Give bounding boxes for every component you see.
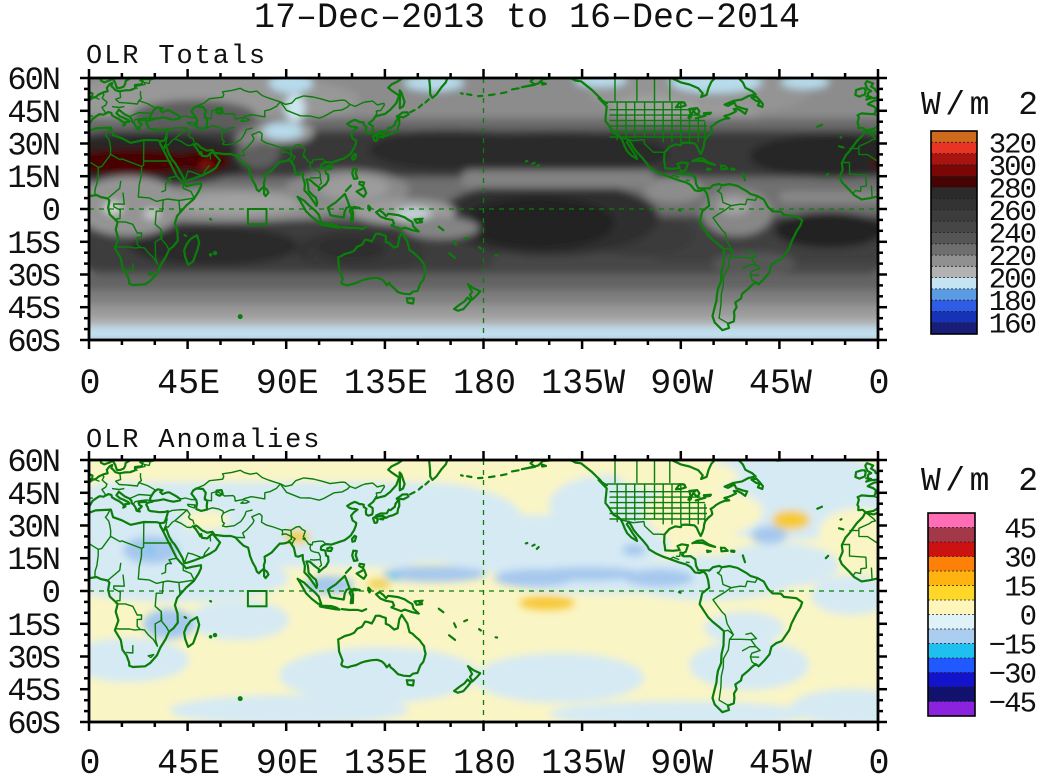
svg-text:0: 0 (42, 575, 60, 612)
svg-text:0: 0 (868, 744, 889, 776)
svg-text:15N: 15N (7, 542, 59, 579)
svg-text:135W: 135W (541, 364, 625, 404)
svg-text:90W: 90W (650, 744, 713, 776)
svg-text:135E: 135E (344, 744, 428, 776)
svg-text:W/m 2: W/m 2 (921, 87, 1037, 124)
svg-text:OLR Totals: OLR Totals (86, 42, 267, 72)
svg-text:180: 180 (453, 364, 516, 404)
svg-text:200: 200 (989, 264, 1036, 297)
svg-text:45N: 45N (7, 477, 59, 514)
svg-text:OLR Anomalies: OLR Anomalies (86, 426, 321, 456)
svg-text:90E: 90E (256, 364, 319, 404)
svg-text:300: 300 (989, 151, 1036, 184)
svg-text:17–Dec–2013 to 16–Dec–2014: 17–Dec–2013 to 16–Dec–2014 (254, 0, 800, 38)
svg-text:60N: 60N (7, 62, 59, 99)
svg-text:160: 160 (989, 309, 1036, 342)
svg-text:45S: 45S (7, 673, 59, 710)
svg-text:260: 260 (989, 196, 1036, 229)
svg-text:30S: 30S (7, 259, 59, 296)
svg-text:320: 320 (989, 128, 1036, 161)
svg-text:0: 0 (79, 364, 100, 404)
svg-text:30S: 30S (7, 641, 59, 678)
svg-text:−30: −30 (989, 659, 1036, 692)
svg-text:240: 240 (989, 219, 1036, 252)
svg-text:90E: 90E (256, 744, 319, 776)
svg-text:W/m 2: W/m 2 (921, 463, 1037, 500)
svg-text:45W: 45W (749, 744, 812, 776)
svg-text:60N: 60N (7, 444, 59, 481)
svg-text:30N: 30N (7, 510, 59, 547)
svg-text:−15: −15 (989, 630, 1036, 663)
svg-text:135W: 135W (541, 744, 625, 776)
svg-text:−45: −45 (989, 688, 1036, 721)
svg-text:60S: 60S (7, 706, 59, 743)
svg-text:15S: 15S (7, 608, 59, 645)
svg-text:0: 0 (79, 744, 100, 776)
svg-text:15: 15 (1004, 572, 1035, 605)
svg-text:90W: 90W (650, 364, 713, 404)
svg-text:180: 180 (453, 744, 516, 776)
svg-text:280: 280 (989, 173, 1036, 206)
svg-text:220: 220 (989, 241, 1036, 274)
svg-text:45E: 45E (157, 744, 220, 776)
svg-text:60S: 60S (7, 324, 59, 361)
svg-text:15S: 15S (7, 226, 59, 263)
svg-text:15N: 15N (7, 160, 59, 197)
svg-text:0: 0 (42, 193, 60, 230)
svg-text:0: 0 (868, 364, 889, 404)
svg-text:30N: 30N (7, 128, 59, 165)
svg-text:45S: 45S (7, 291, 59, 328)
svg-text:180: 180 (989, 286, 1036, 319)
svg-text:0: 0 (1020, 601, 1036, 634)
svg-text:30: 30 (1004, 543, 1035, 576)
svg-text:45: 45 (1004, 514, 1035, 547)
svg-text:135E: 135E (344, 364, 428, 404)
svg-text:45W: 45W (749, 364, 812, 404)
svg-text:45E: 45E (157, 364, 220, 404)
svg-text:45N: 45N (7, 95, 59, 132)
